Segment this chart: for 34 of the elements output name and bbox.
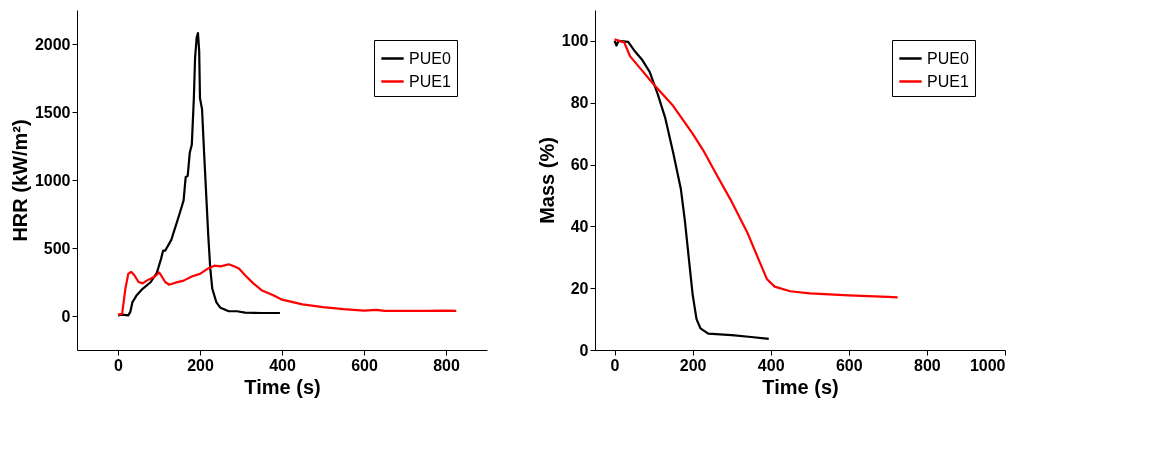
y-tick-label: 80 xyxy=(570,94,589,112)
y-tick-label: 2000 xyxy=(34,35,71,53)
x-tick-label: 600 xyxy=(351,356,378,374)
y-tick-label: 60 xyxy=(570,156,589,174)
line-series xyxy=(613,39,770,340)
legend-label: PUE0 xyxy=(927,49,969,67)
x-tick-label: 0 xyxy=(610,356,620,374)
y-axis-title: Mass (%) xyxy=(535,137,558,224)
x-tick-label: 200 xyxy=(679,356,707,374)
line-series xyxy=(116,263,458,316)
line-series xyxy=(613,38,899,299)
y-tick-label: 0 xyxy=(61,307,71,325)
legend-label: PUE0 xyxy=(409,49,451,67)
y-tick-label: 1000 xyxy=(34,171,71,189)
x-tick-label: 400 xyxy=(269,356,296,374)
y-tick-label: 20 xyxy=(570,279,589,297)
x-tick-label: 0 xyxy=(114,356,124,374)
y-tick-label: 500 xyxy=(43,239,71,257)
y-tick-label: 100 xyxy=(561,32,589,50)
y-tick-label: 0 xyxy=(579,341,589,359)
y-tick-label: 1500 xyxy=(34,103,71,121)
line-series xyxy=(116,32,282,317)
x-tick-label: 200 xyxy=(187,356,214,374)
legend-label: PUE1 xyxy=(927,72,969,90)
legend-label: PUE1 xyxy=(409,72,451,90)
y-tick-label: 40 xyxy=(570,217,589,235)
y-axis-title: HRR (kW/m²) xyxy=(8,119,31,242)
x-tick-label: 400 xyxy=(757,356,785,374)
x-axis-title: Time (s) xyxy=(244,375,321,398)
x-tick-label: 600 xyxy=(835,356,863,374)
x-tick-label: 1000 xyxy=(969,356,1006,374)
x-tick-label: 800 xyxy=(914,356,941,374)
x-tick-label: 800 xyxy=(433,356,460,374)
x-axis-title: Time (s) xyxy=(762,375,839,398)
